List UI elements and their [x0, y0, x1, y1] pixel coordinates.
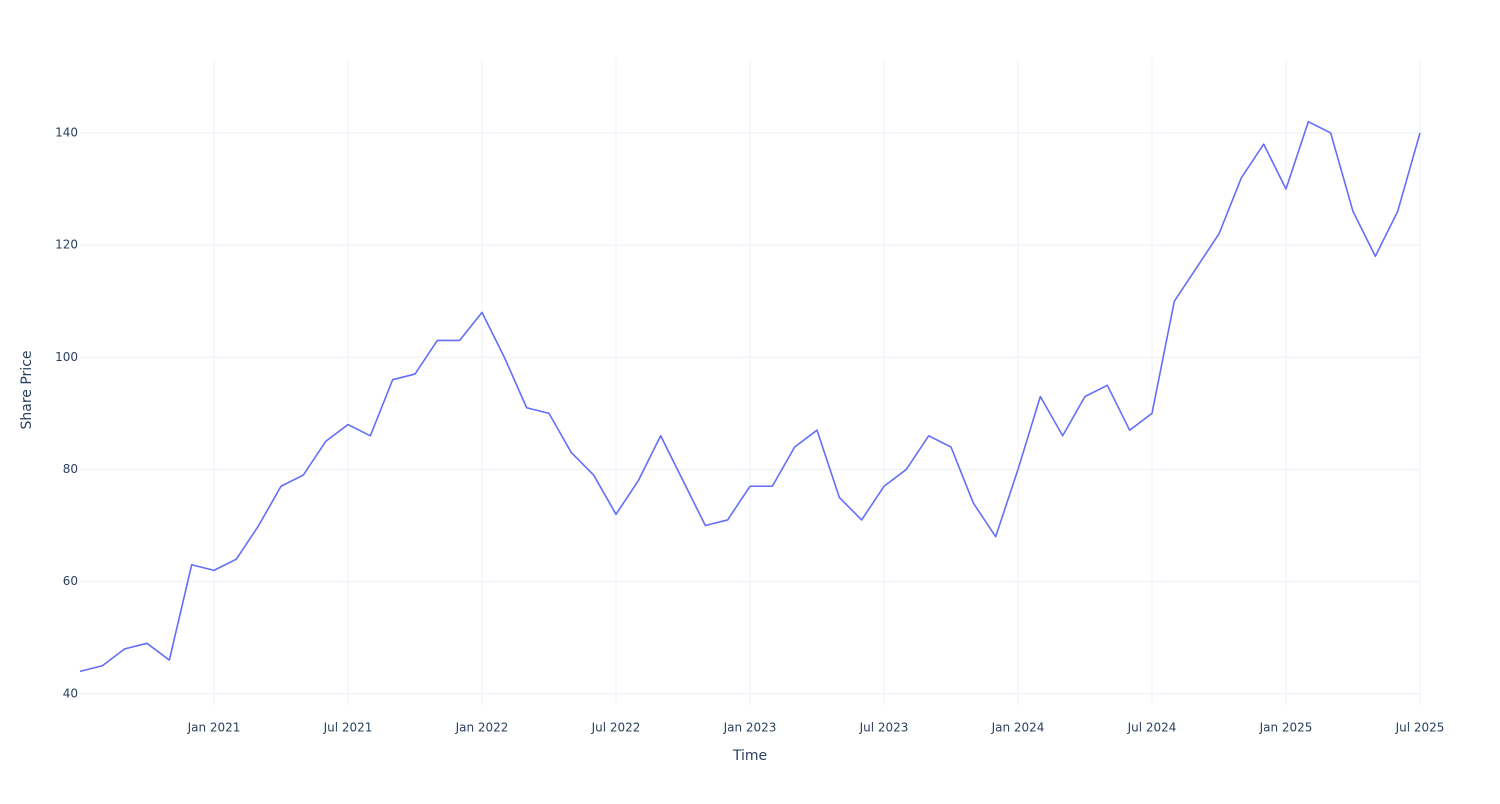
x-axis-title: Time — [732, 748, 767, 764]
price-line — [79, 120, 1421, 673]
x-tick-label: Jul 2021 — [323, 721, 373, 735]
y-tick-label: 120 — [55, 238, 78, 252]
y-tick-label: 100 — [55, 350, 78, 364]
y-tick-label: 60 — [63, 574, 78, 588]
x-tick-label: Jan 2023 — [723, 721, 777, 735]
y-tick-label: 80 — [63, 462, 78, 476]
x-tick-label: Jan 2021 — [187, 721, 241, 735]
y-tick-label: 140 — [55, 125, 78, 139]
x-tick-label: Jan 2024 — [991, 721, 1045, 735]
x-tick-label: Jul 2023 — [859, 721, 909, 735]
x-tick-label: Jul 2025 — [1395, 721, 1445, 735]
x-tick-label: Jan 2022 — [455, 721, 509, 735]
y-axis-title: Share Price — [19, 350, 35, 429]
y-tick-label: 40 — [63, 686, 78, 700]
x-tick-label: Jan 2025 — [1259, 721, 1313, 735]
x-tick-label: Jul 2022 — [591, 721, 641, 735]
x-tick-label: Jul 2024 — [1127, 721, 1177, 735]
